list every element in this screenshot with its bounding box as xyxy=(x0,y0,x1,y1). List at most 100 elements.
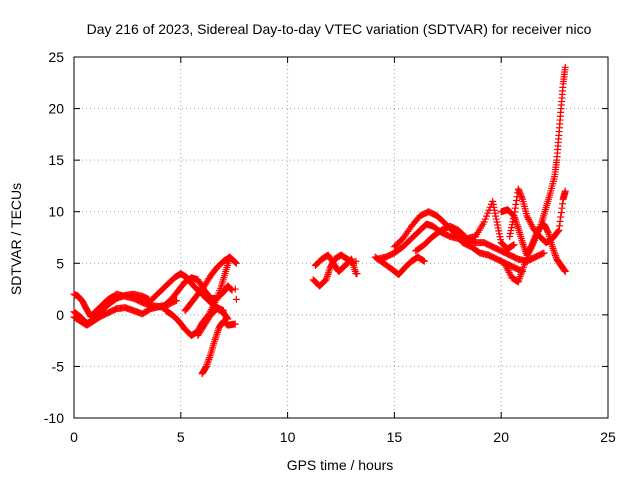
data-point xyxy=(352,257,360,265)
data-point xyxy=(510,241,518,249)
x-axis-label: GPS time / hours xyxy=(287,457,394,473)
data-point xyxy=(509,215,517,223)
data-point xyxy=(506,230,514,238)
data-point xyxy=(483,212,491,220)
data-point xyxy=(512,219,520,227)
data-point xyxy=(514,222,522,230)
data-point xyxy=(224,315,232,323)
data-point xyxy=(540,249,548,257)
data-point xyxy=(511,204,519,212)
data-point xyxy=(554,227,562,235)
data-point xyxy=(514,185,522,193)
series-track-q xyxy=(501,63,569,286)
data-point xyxy=(493,218,501,226)
data-point xyxy=(544,227,552,235)
data-point xyxy=(492,212,500,220)
y-tick-label: -10 xyxy=(44,410,64,426)
data-point xyxy=(508,221,516,229)
x-tick-label: 25 xyxy=(600,429,616,445)
data-point xyxy=(324,269,332,277)
y-tick-label: 15 xyxy=(48,152,64,168)
data-point xyxy=(173,296,181,304)
data-point xyxy=(489,197,497,205)
y-tick-label: 5 xyxy=(56,255,64,271)
data-point xyxy=(481,215,489,223)
data-point xyxy=(213,329,221,337)
data-point xyxy=(480,218,488,226)
data-point xyxy=(212,332,220,340)
data-point xyxy=(490,206,498,214)
data-point xyxy=(484,209,492,217)
data-point xyxy=(495,230,503,238)
data-point xyxy=(549,245,557,253)
data-point xyxy=(497,236,505,244)
y-tick-label: 25 xyxy=(48,49,64,65)
data-point xyxy=(212,334,220,342)
data-point xyxy=(228,286,236,294)
data-point xyxy=(559,200,567,208)
data-point xyxy=(205,354,213,362)
data-point xyxy=(551,250,559,258)
series-track-r xyxy=(506,185,569,247)
data-point xyxy=(556,217,564,225)
data-point xyxy=(232,259,240,267)
data-point xyxy=(496,233,504,241)
data-point xyxy=(512,197,520,205)
x-tick-label: 15 xyxy=(387,429,403,445)
data-point xyxy=(555,226,563,234)
data-point xyxy=(516,188,524,196)
data-point xyxy=(231,258,239,266)
data-point xyxy=(508,224,516,232)
data-point xyxy=(232,295,240,303)
data-point xyxy=(550,246,558,254)
data-point xyxy=(557,213,565,221)
data-point xyxy=(226,253,234,261)
data-point xyxy=(555,222,563,230)
y-tick-label: -5 xyxy=(52,358,65,374)
data-point xyxy=(519,240,527,248)
data-points xyxy=(70,63,569,378)
data-point xyxy=(494,221,502,229)
data-point xyxy=(518,194,526,202)
data-point xyxy=(550,248,558,256)
data-point xyxy=(509,218,517,226)
data-point xyxy=(510,212,518,220)
y-tick-label: 10 xyxy=(48,204,64,220)
data-point xyxy=(557,209,565,217)
series-track-i xyxy=(194,305,232,339)
data-point xyxy=(420,257,428,265)
data-point xyxy=(492,215,500,223)
series-isolated xyxy=(231,257,361,328)
data-point xyxy=(495,227,503,235)
series-track-g xyxy=(181,253,234,315)
grid-lines xyxy=(74,57,608,418)
data-point xyxy=(561,268,569,276)
data-point xyxy=(494,224,502,232)
data-point xyxy=(213,330,221,338)
data-point xyxy=(520,242,528,250)
data-point xyxy=(489,200,497,208)
data-point xyxy=(205,355,213,363)
series-track-l xyxy=(371,253,428,279)
y-tick-label: 20 xyxy=(48,101,64,117)
x-tick-label: 0 xyxy=(70,429,78,445)
data-point xyxy=(561,267,569,275)
data-point xyxy=(561,187,569,195)
series-track-o xyxy=(412,197,518,255)
data-point xyxy=(517,271,525,279)
data-point xyxy=(490,203,498,211)
series-track-c xyxy=(70,290,153,329)
data-point xyxy=(506,232,514,240)
plot-frame xyxy=(73,56,609,419)
data-point xyxy=(517,192,525,200)
data-point xyxy=(515,186,523,194)
data-point xyxy=(511,208,519,216)
data-point xyxy=(491,209,499,217)
axis-ticks xyxy=(73,56,609,419)
data-point xyxy=(507,227,515,235)
x-tick-label: 20 xyxy=(493,429,509,445)
data-point xyxy=(516,189,524,197)
y-tick-label: 0 xyxy=(56,307,64,323)
chart-title: Day 216 of 2023, Sidereal Day-to-day VTE… xyxy=(87,21,592,37)
